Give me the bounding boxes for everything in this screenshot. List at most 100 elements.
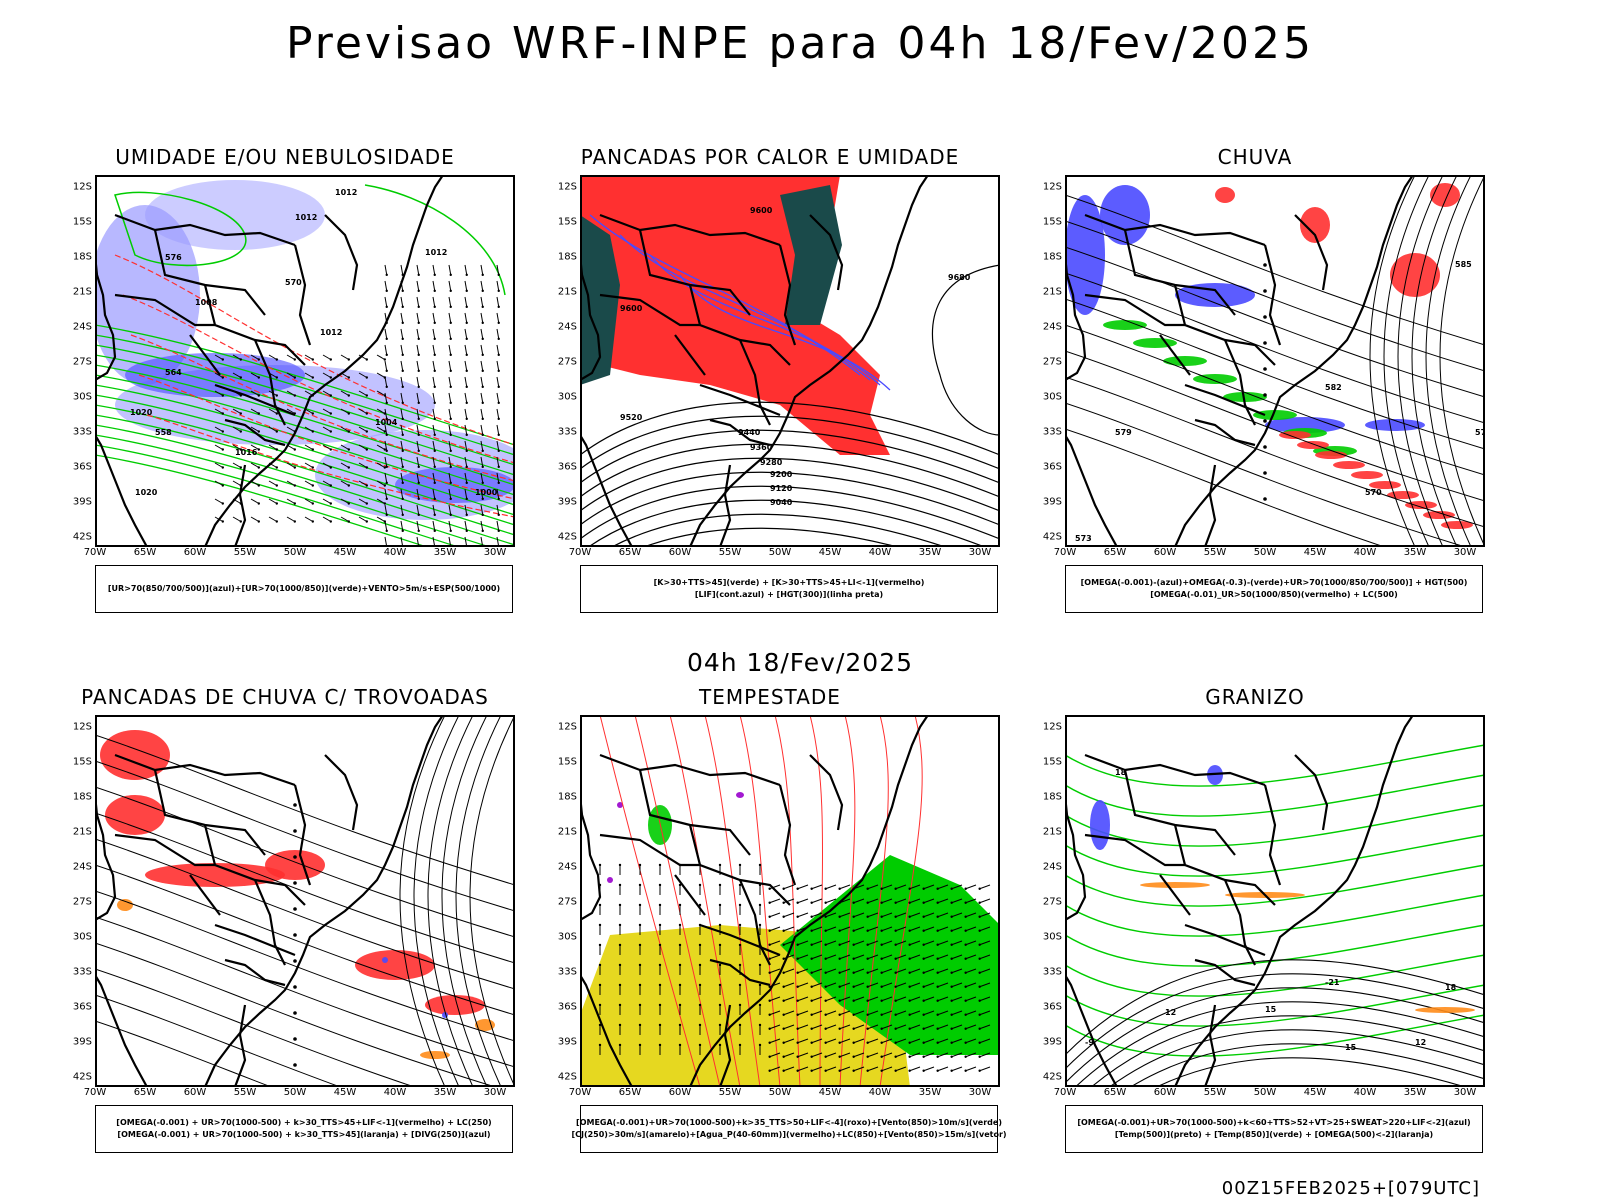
wind-vector-head: [698, 883, 702, 887]
contour-label: 1012: [295, 213, 317, 222]
thickness-contour: [122, 294, 515, 464]
map-panel-tempestade: TEMPESTADE 12S 15S 18S 21S 24S 27S 30S 33S 36S 39S…: [540, 685, 1007, 1165]
wind-vector-head: [810, 943, 813, 946]
wind-vector-head: [385, 497, 388, 501]
wind-vector: [480, 376, 484, 387]
wind-vector-head: [449, 321, 452, 325]
wind-vector: [268, 444, 278, 450]
streamline: [95, 786, 515, 938]
wind-vector-head: [449, 353, 452, 357]
wind-vector: [909, 884, 921, 890]
wind-vector: [416, 360, 420, 371]
streamline: [95, 760, 515, 912]
wind-vector-head: [782, 957, 785, 960]
wind-vector-head: [417, 305, 420, 309]
streamline: [95, 812, 515, 964]
latitude-tick-label: 30S: [72, 391, 92, 403]
wind-vector: [853, 926, 865, 932]
wind-vector: [232, 372, 242, 378]
latitude-tick-label: 15S: [72, 756, 92, 768]
wind-vector-head: [908, 943, 911, 946]
wind-vector-head: [718, 883, 722, 887]
wind-vector: [358, 408, 368, 414]
wind-vector-head: [782, 1069, 785, 1072]
wind-vector-head: [838, 929, 841, 932]
wind-vector: [979, 940, 991, 946]
wind-vector: [923, 1038, 935, 1044]
wind-vector-head: [964, 985, 967, 988]
low-humidity-contour: [95, 454, 430, 547]
wind-vector: [769, 926, 781, 932]
wind-vector: [376, 426, 386, 432]
wind-vector-head: [964, 1055, 967, 1058]
omega-weak-area: [1175, 283, 1255, 307]
wind-vector-head: [433, 465, 436, 469]
wind-vector: [839, 940, 851, 946]
longitude-tick-label: 35W: [1403, 547, 1427, 558]
wind-vector: [797, 1052, 809, 1058]
country-border: [114, 293, 215, 327]
rain-area: [1405, 501, 1437, 509]
wind-vector-head: [866, 1013, 869, 1016]
wind-vector: [923, 968, 935, 974]
wind-vector: [376, 462, 386, 468]
wind-vector: [448, 520, 452, 531]
wind-vector-head: [758, 903, 762, 907]
wind-vector: [783, 1066, 795, 1072]
country-border: [293, 244, 312, 346]
wind-vector-head: [922, 985, 925, 988]
wind-vector-head: [782, 1013, 785, 1016]
wind-vector: [895, 1052, 907, 1058]
contour-label: 573: [1075, 534, 1092, 543]
country-border: [738, 339, 771, 426]
wind-vector-head: [221, 466, 224, 469]
wind-vector-head: [824, 1013, 827, 1016]
panel-legend: [OMEGA(-0.001)+UR>70(1000-500)+k>35_TTS>…: [571, 1105, 1007, 1153]
wind-vector-head: [894, 999, 897, 1002]
wind-vector: [464, 264, 468, 275]
longitude-tick-label: 50W: [283, 547, 307, 558]
contour-label: 576: [1475, 428, 1485, 437]
wind-vector: [867, 954, 879, 960]
contour-label: 1008: [195, 298, 218, 307]
contour-label: -9: [1085, 1038, 1094, 1047]
low-humidity-contour: [95, 394, 515, 516]
country-border: [599, 753, 781, 787]
wind-vector-head: [329, 502, 332, 505]
wind-vector-head: [293, 358, 296, 361]
longitude-tick-label: 55W: [718, 1087, 742, 1098]
wind-vector: [416, 280, 420, 291]
wind-vector-head: [417, 417, 420, 421]
latitude-tick-label: 12S: [557, 721, 577, 733]
latitude-tick-label: 39S: [1042, 496, 1062, 508]
wind-vector-head: [880, 1069, 883, 1072]
wind-vector-head: [417, 465, 420, 469]
wind-vector-head: [433, 289, 436, 293]
longitude-tick-label: 55W: [233, 547, 257, 558]
wind-vector-head: [936, 1041, 939, 1044]
wind-vector: [937, 968, 949, 974]
wind-vector-head: [465, 465, 468, 469]
wind-vector-head: [449, 385, 452, 389]
wind-vector: [867, 884, 879, 890]
wind-vector: [496, 296, 500, 307]
wind-vector: [895, 1038, 907, 1044]
country-border: [233, 464, 247, 547]
instability-area-green: [780, 185, 842, 325]
wind-vector: [480, 328, 484, 339]
country-border: [114, 753, 296, 787]
country-border: [1223, 879, 1256, 966]
wind-vector: [965, 996, 977, 1002]
wind-vector-head: [866, 1041, 869, 1044]
wind-vector-head: [275, 376, 278, 379]
wind-vector-head: [401, 337, 404, 341]
streamline: [1369, 175, 1416, 547]
legend-text: [OMEGA(-0.001)+UR>70(1000-500)+k>35_TTS>…: [576, 1118, 1002, 1127]
wind-vector: [923, 954, 935, 960]
wind-vector-head: [678, 1023, 682, 1027]
wind-vector-head: [922, 943, 925, 946]
country-border: [1159, 334, 1191, 376]
wind-vector-head: [908, 915, 911, 918]
strong-wind-area: [780, 855, 1000, 1055]
wind-vector-head: [365, 466, 368, 469]
